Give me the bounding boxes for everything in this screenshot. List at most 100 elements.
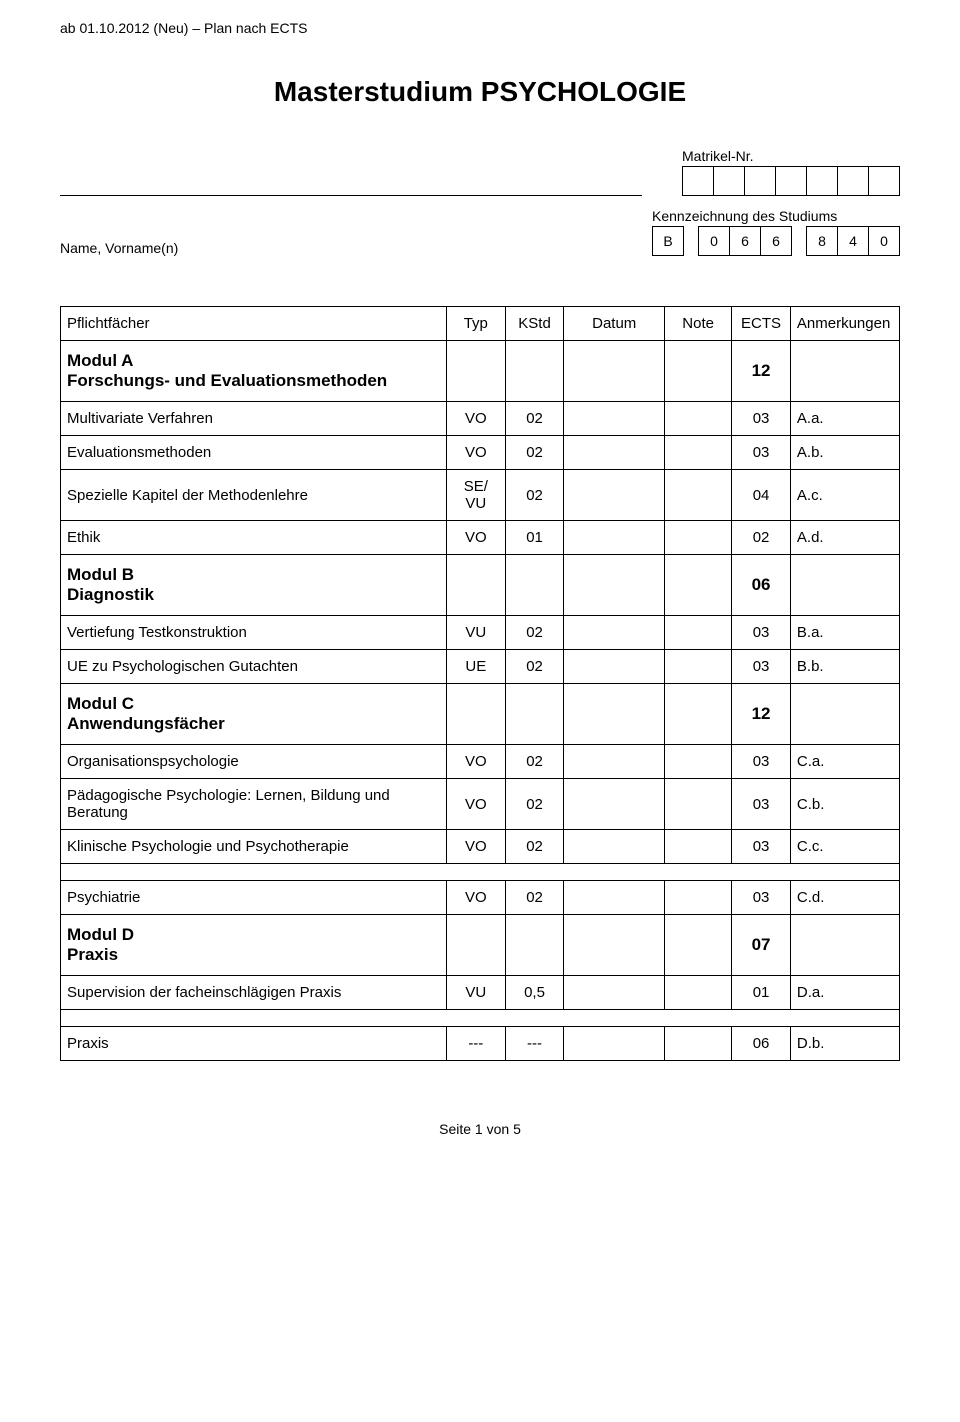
- course-typ: SE/VU: [446, 470, 505, 521]
- module-name: Modul AForschungs- und Evaluationsmethod…: [61, 341, 447, 402]
- kenn-box: 4: [837, 226, 869, 256]
- matrikel-block: Matrikel-Nr.: [682, 148, 900, 196]
- course-kstd: 01: [505, 521, 564, 555]
- course-name: Supervision der facheinschlägigen Praxis: [61, 976, 447, 1010]
- matrikel-label: Matrikel-Nr.: [682, 148, 754, 164]
- kenn-box: 6: [760, 226, 792, 256]
- course-note[interactable]: [665, 1027, 732, 1061]
- col-note: Note: [665, 307, 732, 341]
- course-anm: C.b.: [790, 779, 899, 830]
- course-name: UE zu Psychologischen Gutachten: [61, 650, 447, 684]
- course-kstd: 02: [505, 779, 564, 830]
- course-typ: VO: [446, 830, 505, 864]
- course-note[interactable]: [665, 881, 732, 915]
- course-anm: D.a.: [790, 976, 899, 1010]
- course-note[interactable]: [665, 650, 732, 684]
- course-anm: C.c.: [790, 830, 899, 864]
- module-ects: 12: [732, 341, 791, 402]
- course-note[interactable]: [665, 521, 732, 555]
- course-note[interactable]: [665, 470, 732, 521]
- course-note[interactable]: [665, 402, 732, 436]
- course-datum[interactable]: [564, 779, 665, 830]
- course-anm: B.b.: [790, 650, 899, 684]
- course-ects: 01: [732, 976, 791, 1010]
- course-datum[interactable]: [564, 830, 665, 864]
- course-datum[interactable]: [564, 436, 665, 470]
- course-row: OrganisationspsychologieVO0203C.a.: [61, 745, 900, 779]
- kennzeichnung-label: Kennzeichnung des Studiums: [652, 208, 837, 224]
- table-header-row: Pflichtfächer Typ KStd Datum Note ECTS A…: [61, 307, 900, 341]
- course-row: EvaluationsmethodenVO0203A.b.: [61, 436, 900, 470]
- course-note[interactable]: [665, 745, 732, 779]
- course-ects: 03: [732, 402, 791, 436]
- course-ects: 03: [732, 650, 791, 684]
- course-anm: D.b.: [790, 1027, 899, 1061]
- course-name: Multivariate Verfahren: [61, 402, 447, 436]
- course-ects: 03: [732, 745, 791, 779]
- course-datum[interactable]: [564, 470, 665, 521]
- course-name: Klinische Psychologie und Psychotherapie: [61, 830, 447, 864]
- course-typ: VU: [446, 616, 505, 650]
- course-anm: B.a.: [790, 616, 899, 650]
- name-matrikel-row: Matrikel-Nr.: [60, 148, 900, 196]
- course-name: Organisationspsychologie: [61, 745, 447, 779]
- course-datum[interactable]: [564, 745, 665, 779]
- col-pflicht: Pflichtfächer: [61, 307, 447, 341]
- course-typ: ---: [446, 1027, 505, 1061]
- course-ects: 02: [732, 521, 791, 555]
- course-typ: VU: [446, 976, 505, 1010]
- name-label: Name, Vorname(n): [60, 240, 612, 256]
- course-typ: VO: [446, 521, 505, 555]
- module-ects: 07: [732, 915, 791, 976]
- course-datum[interactable]: [564, 976, 665, 1010]
- course-datum[interactable]: [564, 881, 665, 915]
- col-anm: Anmerkungen: [790, 307, 899, 341]
- course-datum[interactable]: [564, 521, 665, 555]
- course-kstd: 02: [505, 402, 564, 436]
- name-kenn-row: Name, Vorname(n) Kennzeichnung des Studi…: [60, 208, 900, 256]
- curriculum-table: Pflichtfächer Typ KStd Datum Note ECTS A…: [60, 306, 900, 1061]
- course-name: Praxis: [61, 1027, 447, 1061]
- course-note[interactable]: [665, 830, 732, 864]
- course-note[interactable]: [665, 779, 732, 830]
- course-ects: 03: [732, 616, 791, 650]
- course-note[interactable]: [665, 976, 732, 1010]
- kenn-box: B: [652, 226, 684, 256]
- course-typ: VO: [446, 779, 505, 830]
- course-datum[interactable]: [564, 402, 665, 436]
- course-row: Praxis------06D.b.: [61, 1027, 900, 1061]
- course-kstd: 02: [505, 436, 564, 470]
- course-ects: 03: [732, 830, 791, 864]
- course-row: PsychiatrieVO0203C.d.: [61, 881, 900, 915]
- kenn-box: 6: [729, 226, 761, 256]
- kenn-box: 0: [698, 226, 730, 256]
- col-kstd: KStd: [505, 307, 564, 341]
- page-title: Masterstudium PSYCHOLOGIE: [60, 76, 900, 108]
- name-input-line[interactable]: [60, 168, 642, 196]
- course-row: EthikVO0102A.d.: [61, 521, 900, 555]
- module-name: Modul CAnwendungsfächer: [61, 684, 447, 745]
- module-name: Modul BDiagnostik: [61, 555, 447, 616]
- course-kstd: 0,5: [505, 976, 564, 1010]
- course-anm: A.c.: [790, 470, 899, 521]
- course-datum[interactable]: [564, 616, 665, 650]
- module-name: Modul DPraxis: [61, 915, 447, 976]
- col-datum: Datum: [564, 307, 665, 341]
- matrikel-boxes[interactable]: [682, 166, 900, 196]
- course-name: Vertiefung Testkonstruktion: [61, 616, 447, 650]
- course-datum[interactable]: [564, 650, 665, 684]
- course-name: Ethik: [61, 521, 447, 555]
- course-anm: C.d.: [790, 881, 899, 915]
- course-datum[interactable]: [564, 1027, 665, 1061]
- course-kstd: 02: [505, 830, 564, 864]
- course-kstd: 02: [505, 650, 564, 684]
- course-row: Supervision der facheinschlägigen Praxis…: [61, 976, 900, 1010]
- module-row: Modul AForschungs- und Evaluationsmethod…: [61, 341, 900, 402]
- course-row: Pädagogische Psychologie: Lernen, Bildun…: [61, 779, 900, 830]
- course-row: UE zu Psychologischen GutachtenUE0203B.b…: [61, 650, 900, 684]
- course-note[interactable]: [665, 616, 732, 650]
- course-ects: 03: [732, 881, 791, 915]
- course-row: Spezielle Kapitel der MethodenlehreSE/VU…: [61, 470, 900, 521]
- course-kstd: 02: [505, 745, 564, 779]
- course-note[interactable]: [665, 436, 732, 470]
